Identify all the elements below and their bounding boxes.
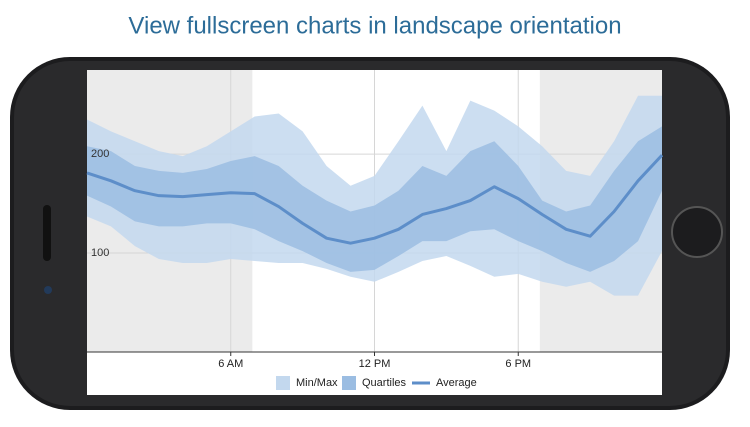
x-tick-label: 6 AM (218, 358, 243, 370)
legend-label: Average (436, 377, 477, 389)
legend-swatch (342, 376, 356, 390)
speaker (43, 205, 51, 261)
range-band (87, 126, 662, 272)
legend-label: Min/Max (296, 377, 338, 389)
x-tick-label: 12 PM (359, 358, 391, 370)
range-band (87, 95, 662, 296)
home-button[interactable] (671, 206, 723, 258)
x-tick-label: 6 PM (505, 358, 531, 370)
y-tick-label: 200 (91, 148, 109, 160)
y-tick-label: 100 (91, 247, 109, 259)
headline: View fullscreen charts in landscape orie… (128, 12, 621, 39)
average-line (86, 154, 664, 245)
camera (44, 286, 52, 294)
legend-swatch (276, 376, 290, 390)
chart: 100 200 6 AM 12 PM 6 PM Min/Max Quartiles Avera… (86, 70, 664, 390)
legend-label: Quartiles (362, 377, 407, 389)
